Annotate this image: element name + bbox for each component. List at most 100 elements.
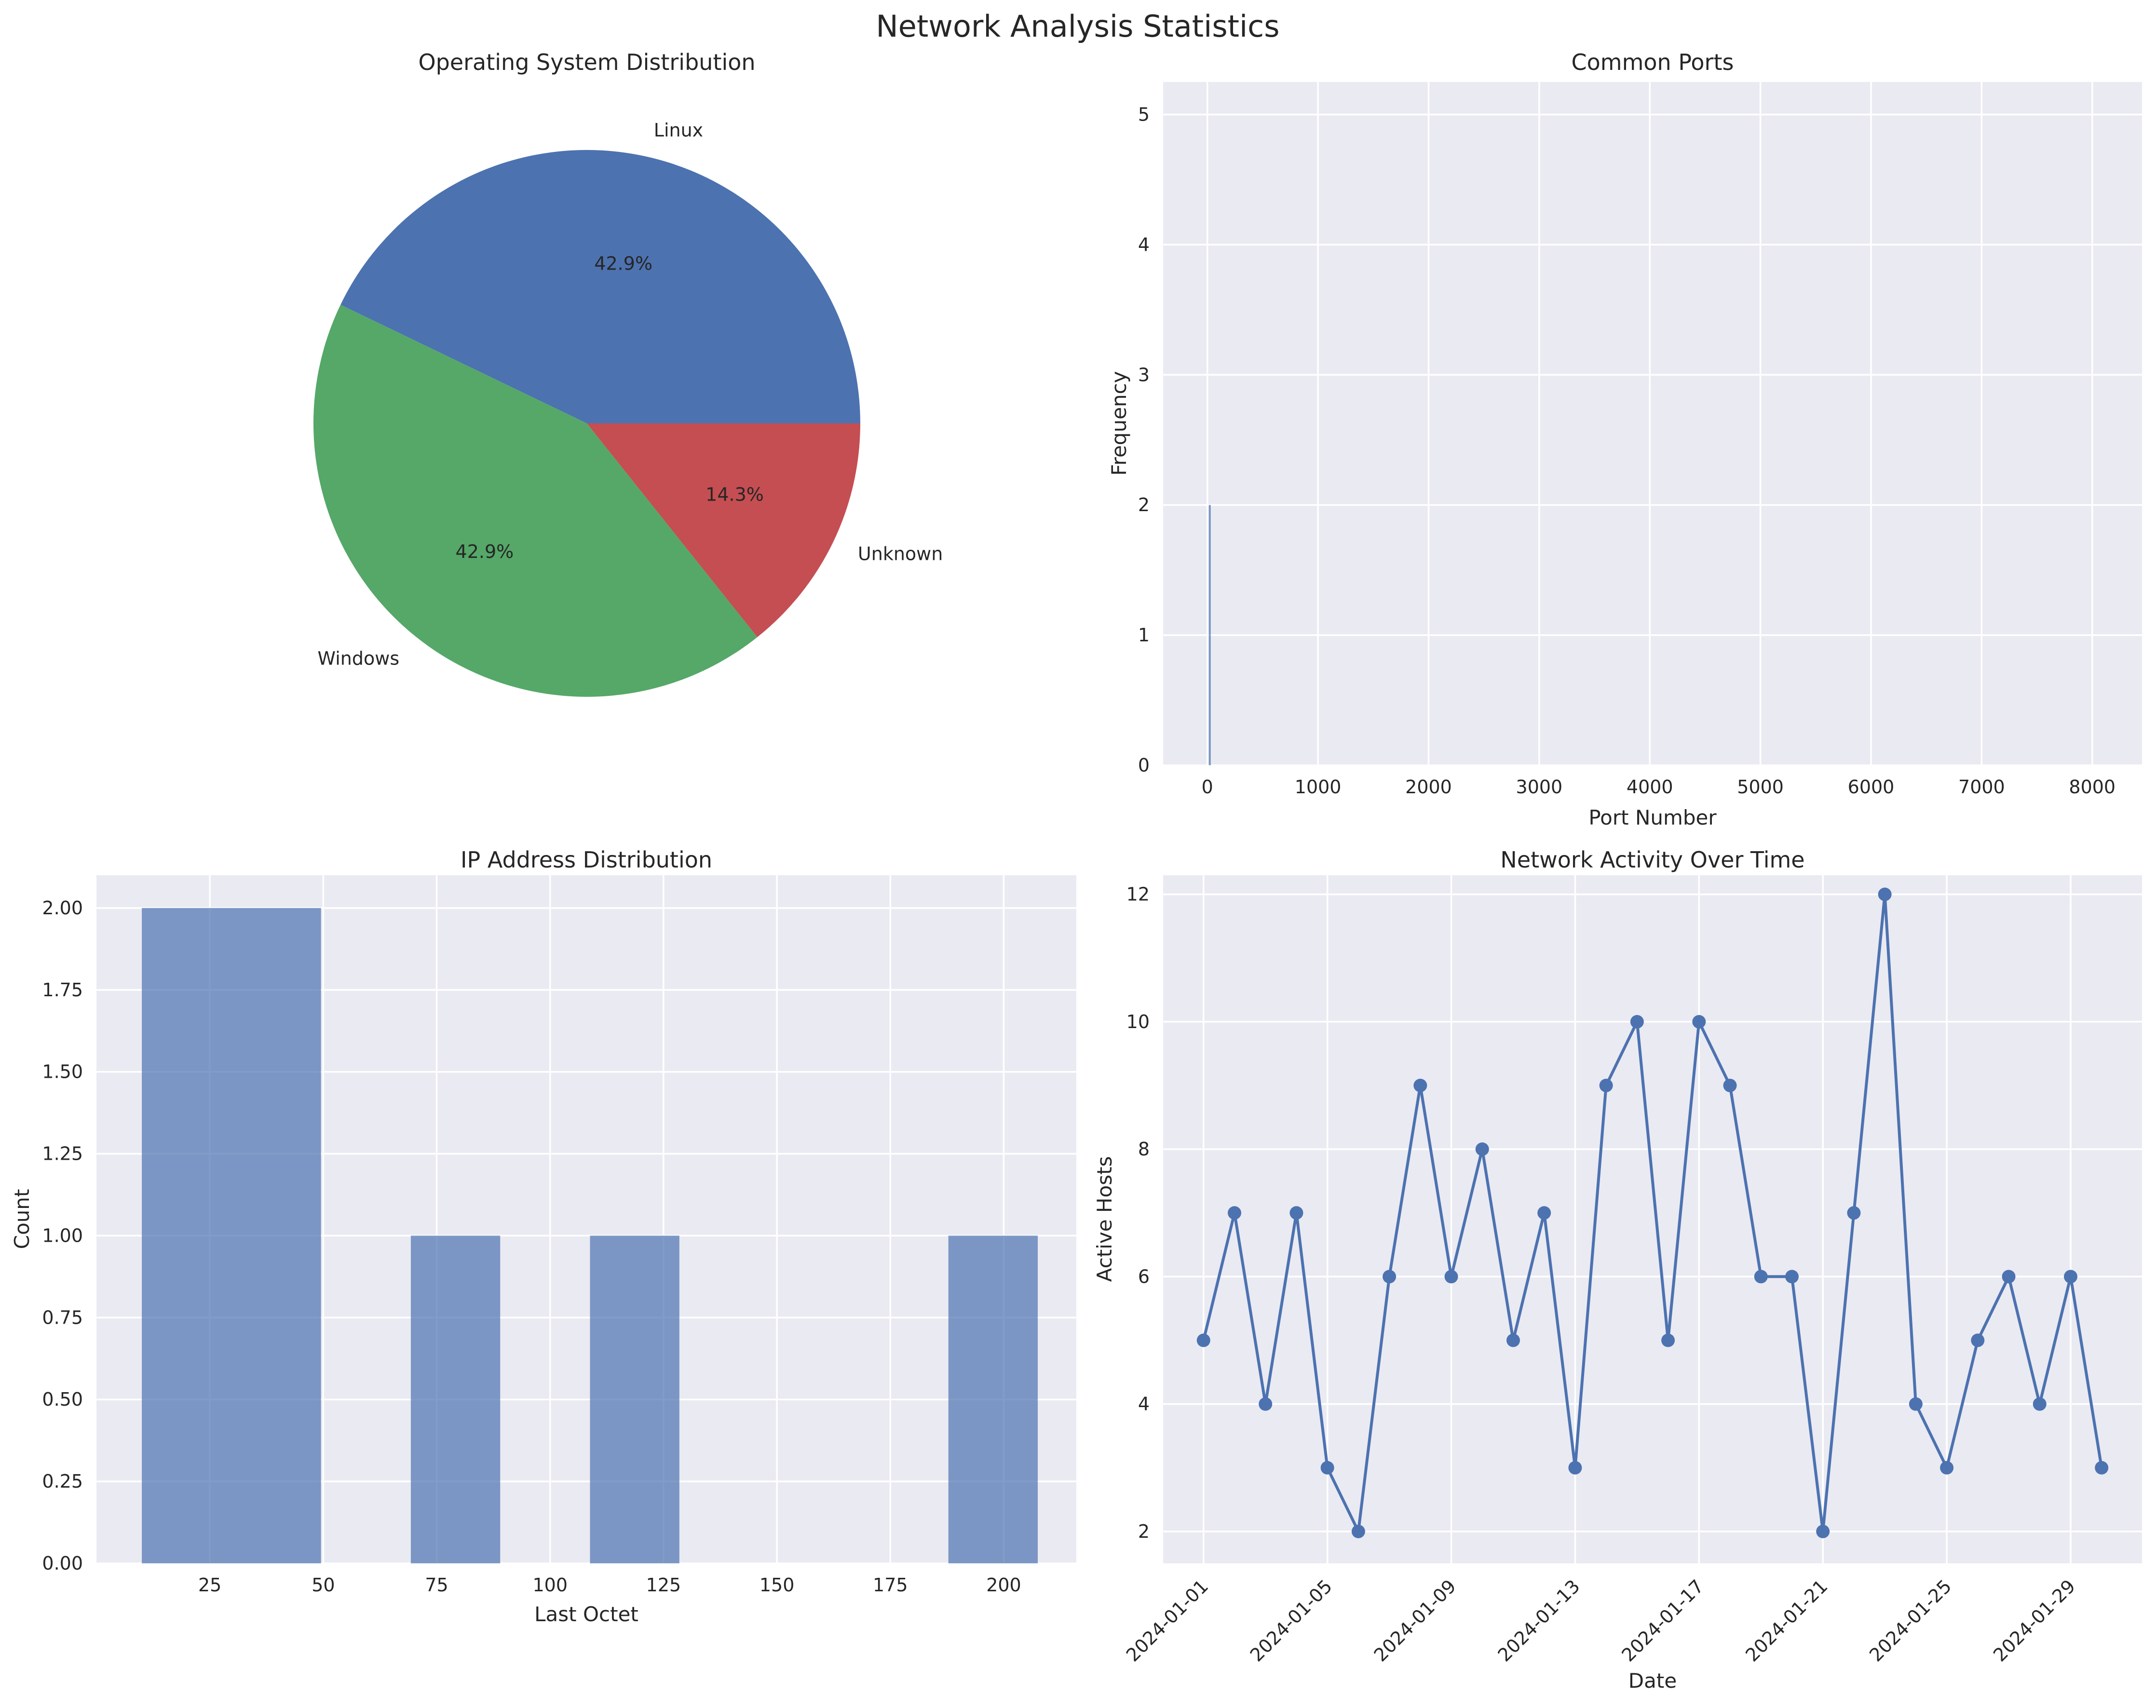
- activity-data-point: [1909, 1397, 1923, 1411]
- pie-label-linux: Linux: [654, 120, 703, 141]
- activity-data-point: [1383, 1270, 1397, 1284]
- pie-slice-windows: [313, 304, 758, 697]
- activity-x-tick-label: 2024-01-09: [1370, 1575, 1460, 1666]
- ports-y-tick-label: 0: [1138, 755, 1150, 776]
- activity-data-point: [1351, 1524, 1365, 1538]
- ports-y-axis-label: Frequency: [1107, 371, 1131, 476]
- ports-x-tick-label: 6000: [1848, 776, 1895, 798]
- activity-data-point: [1196, 1333, 1210, 1347]
- activity-x-tick-label: 2024-01-21: [1741, 1575, 1831, 1666]
- activity-data-point: [1754, 1270, 1768, 1284]
- ports-y-tick-label: 5: [1138, 104, 1150, 125]
- activity-data-point: [1289, 1206, 1303, 1220]
- ip-histogram-bar: [142, 908, 321, 1563]
- common-ports-chart: 0 1000 2000 3000 4000 5000 6000 7000 8000012345 …: [1107, 49, 2142, 829]
- ip-histogram-bar: [948, 1235, 1038, 1563]
- ports-x-tick-label: 1000: [1295, 776, 1342, 798]
- activity-y-tick-label: 4: [1138, 1394, 1150, 1415]
- activity-series-line: [1202, 893, 2103, 1533]
- pie-percent-label: 42.9%: [456, 541, 514, 562]
- os-distribution-pie-chart: Operating System Distribution Linux 42.9%…: [313, 49, 943, 697]
- activity-data-point: [1971, 1333, 1985, 1347]
- pie-label-windows: Windows: [317, 648, 399, 669]
- ip-x-axis-label: Last Octet: [534, 1602, 638, 1626]
- activity-data-point: [2095, 1461, 2109, 1475]
- ports-x-tick-label: 2000: [1405, 776, 1452, 798]
- activity-x-tick-label: 2024-01-25: [1865, 1575, 1955, 1666]
- ports-title: Common Ports: [1572, 49, 1734, 75]
- figure-title: Network Analysis Statistics: [876, 9, 1279, 44]
- ports-y-tick-label: 1: [1138, 624, 1150, 646]
- activity-data-point: [1878, 887, 1892, 901]
- pie-percent-label: 42.9%: [594, 253, 652, 274]
- activity-data-point: [1444, 1270, 1458, 1284]
- activity-plot-area: [1163, 875, 2142, 1563]
- ip-y-tick-label: 1.75: [42, 979, 83, 1001]
- ip-y-tick-label: 1.50: [42, 1061, 83, 1083]
- ip-y-tick-label: 0.50: [42, 1389, 83, 1410]
- activity-data-point: [1599, 1079, 1613, 1093]
- activity-x-tick-label: 2024-01-17: [1617, 1575, 1708, 1666]
- activity-data-point: [1506, 1333, 1520, 1347]
- ip-histogram-bar: [410, 1235, 501, 1563]
- ip-x-tick-label: 25: [198, 1574, 221, 1596]
- ports-x-tick-label: 8000: [2069, 776, 2115, 798]
- activity-y-axis-label: Active Hosts: [1093, 1156, 1116, 1282]
- ports-bar: [1208, 505, 1211, 765]
- activity-y-tick-label: 12: [1126, 884, 1150, 905]
- ports-x-tick-label: 7000: [1958, 776, 2005, 798]
- ip-y-tick-label: 0.00: [42, 1553, 83, 1574]
- activity-y-tick-label: 6: [1138, 1266, 1150, 1287]
- activity-y-tick-label: 2: [1138, 1521, 1150, 1542]
- ports-x-axis-label: Port Number: [1588, 806, 1717, 829]
- ports-x-tick-label: 5000: [1737, 776, 1784, 798]
- activity-data-point: [1228, 1206, 1242, 1220]
- activity-data-point: [1785, 1270, 1799, 1284]
- activity-data-point: [1413, 1079, 1427, 1093]
- activity-data-point: [1568, 1461, 1582, 1475]
- activity-data-point: [2002, 1270, 2016, 1284]
- activity-data-point: [1630, 1015, 1644, 1029]
- activity-data-point: [1692, 1015, 1706, 1029]
- pie-title: Operating System Distribution: [418, 49, 755, 75]
- activity-x-tick-label: 2024-01-13: [1494, 1575, 1584, 1666]
- activity-data-point: [1847, 1206, 1861, 1220]
- ip-x-tick-label: 100: [532, 1574, 568, 1596]
- pie-slice-linux: [340, 149, 860, 423]
- ip-y-tick-label: 1.25: [42, 1143, 83, 1165]
- activity-data-point: [1723, 1079, 1737, 1093]
- ip-y-tick-label: 0.25: [42, 1471, 83, 1492]
- ip-y-tick-label: 1.00: [42, 1225, 83, 1246]
- ports-x-tick-label: 4000: [1627, 776, 1673, 798]
- pie-label-unknown: Unknown: [858, 543, 943, 565]
- ip-y-tick-label: 0.75: [42, 1307, 83, 1328]
- activity-data-point: [1475, 1142, 1489, 1156]
- activity-x-axis-label: Date: [1628, 1669, 1677, 1693]
- ip-title: IP Address Distribution: [461, 847, 712, 873]
- activity-data-point: [2033, 1397, 2047, 1411]
- network-activity-chart: 2024-01-01 2024-01-05 2024-01-09 2024-01-13…: [1093, 847, 2142, 1693]
- activity-title: Network Activity Over Time: [1500, 847, 1804, 873]
- ip-y-tick-label: 2.00: [42, 897, 83, 919]
- pie-percent-label: 14.3%: [705, 484, 764, 505]
- pie-slice-unknown: [587, 423, 860, 637]
- ip-x-tick-label: 175: [873, 1574, 908, 1596]
- activity-x-tick-label: 2024-01-05: [1246, 1575, 1336, 1666]
- activity-data-point: [1320, 1461, 1334, 1475]
- ports-x-tick-label: 3000: [1516, 776, 1563, 798]
- ports-y-tick-label: 4: [1138, 234, 1150, 255]
- ip-y-axis-label: Count: [10, 1189, 34, 1249]
- ip-x-tick-label: 200: [986, 1574, 1021, 1596]
- ports-y-tick-label: 3: [1138, 364, 1150, 385]
- activity-x-tick-label: 2024-01-29: [1989, 1575, 2079, 1666]
- ip-x-tick-label: 150: [759, 1574, 795, 1596]
- activity-x-tick-label: 2024-01-01: [1122, 1575, 1212, 1666]
- ports-y-tick-label: 2: [1138, 494, 1150, 515]
- activity-data-point: [1661, 1333, 1675, 1347]
- activity-data-point: [1940, 1461, 1954, 1475]
- activity-data-point: [1816, 1524, 1830, 1538]
- ip-histogram-bar: [590, 1235, 679, 1563]
- ports-plot-area: [1163, 82, 2142, 765]
- activity-data-point: [1259, 1397, 1273, 1411]
